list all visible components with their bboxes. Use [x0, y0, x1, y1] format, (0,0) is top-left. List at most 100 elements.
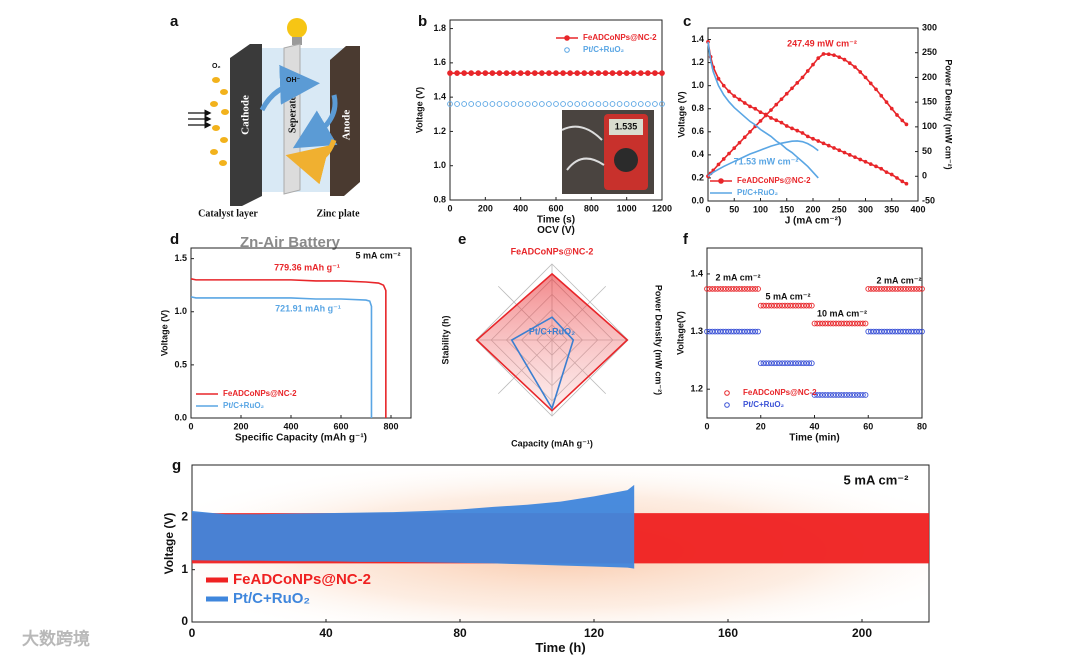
data-point: [900, 328, 907, 335]
data-point: [461, 101, 467, 107]
y-tick-label: 0.0: [174, 412, 187, 422]
data-point: [706, 328, 713, 335]
data-point: [468, 70, 475, 76]
data-point: [609, 101, 616, 107]
data-point: [798, 302, 804, 309]
data-point: [758, 119, 763, 123]
data-point: [510, 70, 517, 76]
data-point: [811, 136, 815, 141]
y-tick-label: 1.4: [690, 268, 703, 278]
data-point: [747, 328, 753, 335]
x-tick-label: 20: [756, 421, 766, 431]
inset-display: 1.535: [615, 121, 638, 131]
data-point: [814, 392, 821, 398]
x-tick-label: 400: [910, 204, 925, 214]
y-tick-label: 1.3: [690, 326, 703, 336]
x-tick-label: 80: [917, 421, 927, 431]
data-point: [881, 286, 888, 292]
series-label: FeADCoNPs@NC-2: [511, 246, 594, 256]
data-point: [763, 360, 769, 367]
data-point: [851, 320, 858, 327]
anode-slab: [330, 46, 360, 196]
o2-label: O₂: [212, 63, 221, 70]
data-point: [753, 106, 758, 111]
data-point: [904, 122, 909, 127]
data-point: [468, 101, 475, 107]
data-point: [878, 286, 885, 292]
data-point: [725, 328, 732, 335]
data-point: [732, 94, 737, 98]
data-point: [846, 320, 853, 327]
y2-tick-label: 0: [922, 171, 927, 181]
data-point: [790, 86, 794, 91]
data-point: [868, 81, 873, 86]
data-point: [849, 320, 855, 327]
x-tick-label: 600: [548, 203, 563, 213]
data-point: [825, 392, 831, 398]
legend-label: Pt/C+RuO₂: [743, 400, 785, 409]
data-point: [842, 150, 847, 155]
data-point: [784, 91, 789, 96]
data-point: [609, 70, 616, 76]
y2-tick-label: -50: [922, 195, 935, 205]
data-point: [714, 286, 721, 292]
data-point: [868, 328, 874, 335]
data-point: [803, 302, 810, 309]
y-tick-label: 1.4: [433, 92, 446, 102]
x-tick-label: 800: [584, 203, 599, 213]
data-point: [784, 360, 791, 367]
legend-label: FeADCoNPs@NC-2: [223, 389, 297, 398]
data-point: [732, 146, 737, 150]
data-point: [733, 286, 740, 292]
data-point: [889, 172, 894, 177]
y-axis-label: Voltage (V): [414, 87, 424, 133]
data-point: [814, 320, 821, 327]
data-point: [790, 302, 796, 309]
x-tick-label: 0: [189, 626, 196, 640]
data-point: [806, 360, 812, 367]
data-point: [795, 128, 800, 133]
data-point: [482, 101, 489, 107]
legend-label: FeADCoNPs@NC-2: [737, 176, 811, 185]
data-point: [886, 328, 893, 335]
data-point: [795, 302, 802, 309]
data-point: [524, 70, 531, 76]
data-point: [841, 320, 847, 327]
data-point: [873, 328, 880, 335]
data-point: [847, 61, 852, 65]
legend-label: FeADCoNPs@NC-2: [743, 388, 817, 397]
data-point: [790, 360, 796, 367]
data-point: [447, 70, 453, 76]
data-point: [870, 328, 877, 335]
data-point: [659, 101, 665, 107]
y-tick-label: 0: [181, 614, 188, 628]
data-point: [787, 302, 794, 309]
x-tick-label: 0: [188, 421, 193, 431]
annotation: 721.91 mAh g⁻¹: [275, 303, 341, 313]
data-point: [588, 70, 595, 76]
data-point: [630, 101, 637, 107]
data-point: [916, 286, 923, 292]
data-point: [822, 320, 829, 327]
data-point: [900, 179, 905, 184]
data-point: [911, 328, 917, 335]
y-tick-label: 1.8: [433, 23, 446, 33]
data-point: [539, 101, 545, 107]
data-point: [892, 328, 898, 335]
anode-label: Anode: [341, 110, 353, 141]
data-point: [447, 101, 453, 107]
data-point: [900, 118, 905, 123]
x-tick-label: 40: [319, 626, 333, 640]
data-point: [602, 70, 609, 76]
data-point: [706, 286, 713, 292]
data-point: [454, 101, 460, 107]
x-axis-label: Time (s): [537, 214, 575, 225]
data-point: [876, 286, 882, 292]
legend-label: Pt/C+RuO₂: [223, 401, 265, 410]
x-tick-label: 120: [584, 626, 604, 640]
y-tick-label: 0.0: [691, 195, 704, 205]
y-tick-label: 0.8: [691, 103, 704, 113]
cathode-slab: [230, 44, 262, 206]
data-point: [721, 83, 726, 88]
data-point: [800, 302, 807, 309]
